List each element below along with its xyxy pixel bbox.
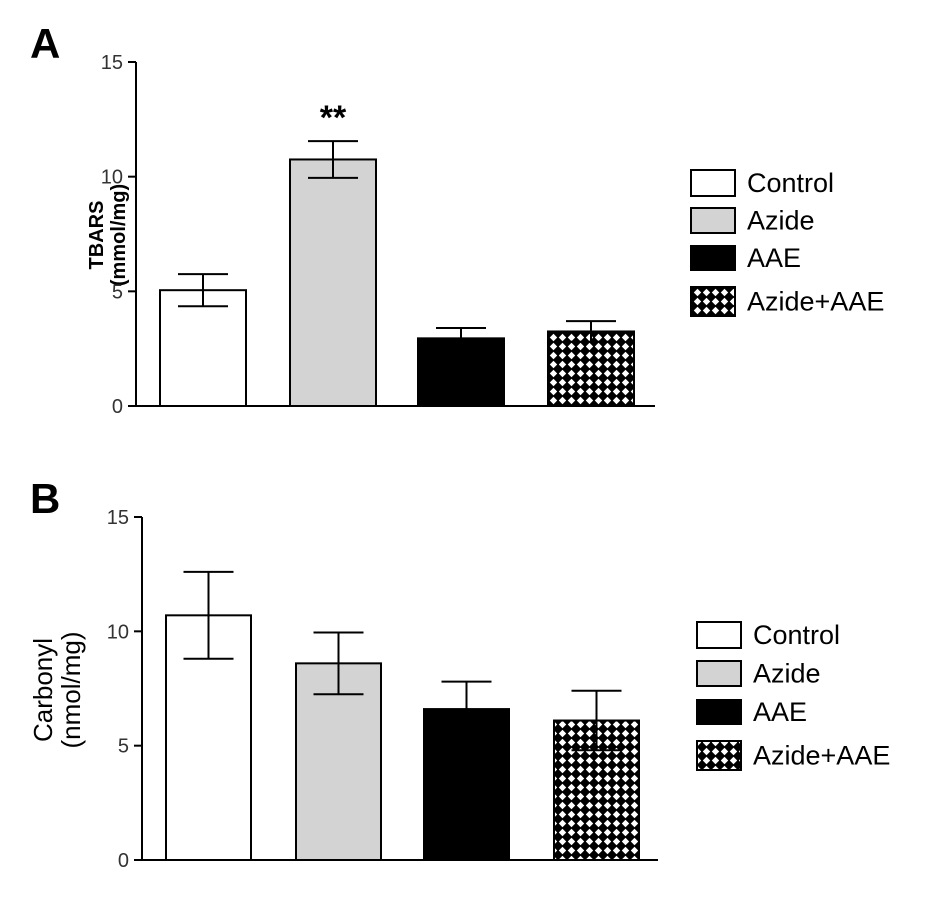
y-tick-label: 5 [118, 736, 129, 758]
y-axis-label: Carbonyl [28, 638, 58, 742]
legend-label: AAE [747, 243, 801, 273]
y-axis-unit: (nmol/mg) [56, 631, 86, 748]
legend-swatch [696, 740, 742, 771]
legend-label: Control [753, 620, 840, 650]
y-tick-label: 15 [107, 507, 129, 529]
bar-aae [417, 337, 505, 408]
legend-swatch [696, 660, 742, 687]
legend-label: Azide+AAE [747, 287, 884, 317]
y-tick-label: 15 [101, 52, 123, 74]
panel-label: B [30, 475, 60, 522]
y-axis-label: TBARS [86, 201, 108, 270]
legend-label: Azide [747, 206, 815, 236]
legend-swatch [690, 245, 736, 271]
legend-label: Control [747, 168, 834, 198]
y-tick-label: 5 [112, 281, 123, 303]
legend-label: Azide+AAE [753, 741, 890, 771]
y-tick-label: 10 [101, 167, 123, 189]
bar-control [159, 289, 247, 408]
legend-swatch [696, 699, 742, 725]
y-tick-label: 0 [112, 396, 123, 418]
significance-marker: ** [320, 99, 347, 137]
y-tick-label: 10 [107, 621, 129, 643]
legend-swatch [690, 286, 736, 317]
y-tick-label: 0 [118, 850, 129, 872]
legend-label: Azide [753, 659, 821, 689]
legend-label: AAE [753, 697, 807, 727]
legend-swatch [690, 169, 736, 197]
panel-b: B Carbonyl (nmol/mg) 0 5 10 15 Control Azide A… [28, 475, 890, 872]
bar-azide [289, 158, 377, 407]
bar-azide-aae [547, 330, 635, 408]
legend-swatch [696, 621, 742, 649]
panel-a: A TBARS (mmol/mg) 0 5 10 15 ** Control Azide AA… [30, 20, 884, 418]
legend-swatch [690, 207, 736, 234]
bar-azide [295, 662, 382, 862]
y-axis-unit: (mmol/mg) [108, 184, 130, 286]
panel-label: A [30, 20, 60, 67]
